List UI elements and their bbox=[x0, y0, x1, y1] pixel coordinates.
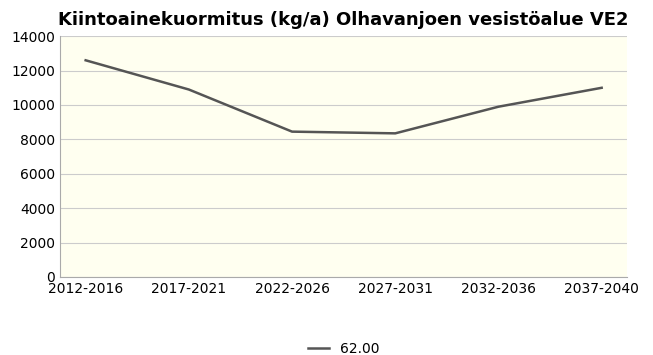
Title: Kiintoainekuormitus (kg/a) Olhavanjoen vesistöalue VE2: Kiintoainekuormitus (kg/a) Olhavanjoen v… bbox=[58, 11, 629, 29]
Legend: 62.00: 62.00 bbox=[302, 337, 385, 355]
